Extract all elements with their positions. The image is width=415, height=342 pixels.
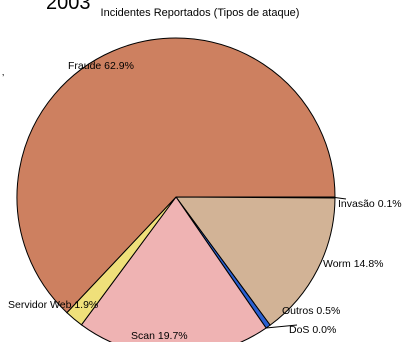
slice-label-dos: DoS 0.0% xyxy=(289,324,336,336)
leader-line-invas-o xyxy=(334,197,347,200)
chart-year: 2003 xyxy=(46,0,91,14)
chart-title: Incidentes Reportados (Tipos de ataque) xyxy=(101,7,300,19)
pie-labels: Invasão 0.1% Worm 14.8% Outros 0.5% DoS 0.0… xyxy=(8,60,402,342)
pie-slices xyxy=(16,37,336,342)
corner-mark: ’ xyxy=(2,73,4,84)
pie-slice-fraude xyxy=(16,37,336,314)
pie-slice-worm xyxy=(175,196,336,326)
pie-leader-lines xyxy=(266,197,347,329)
slice-label-outros: Outros 0.5% xyxy=(282,305,340,317)
pie-slice-scan xyxy=(80,196,267,342)
slice-label-scan: Scan 19.7% xyxy=(131,330,188,342)
slice-label-invas-o: Invasão 0.1% xyxy=(338,198,402,210)
slice-label-worm: Worm 14.8% xyxy=(323,258,384,270)
leader-line-dos xyxy=(266,324,298,329)
slice-label-servidor-web: Servidor Web 1.9% xyxy=(8,299,98,311)
slice-label-fraude: Fraude 62.9% xyxy=(68,60,134,72)
